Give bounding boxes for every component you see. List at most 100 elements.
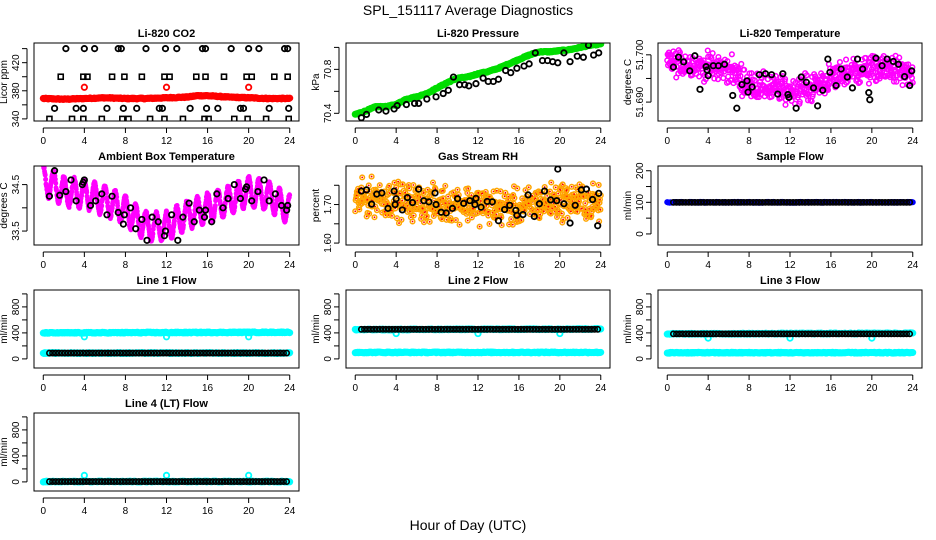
- data-point-core: [441, 189, 444, 192]
- data-point-core: [396, 217, 398, 220]
- data-point: [119, 104, 127, 112]
- data-point: [582, 185, 591, 193]
- data-point: [166, 219, 172, 225]
- data-point: [741, 66, 748, 73]
- data-point: [161, 73, 168, 81]
- data-point-core: [358, 208, 361, 211]
- y-tick-label: 33.5: [11, 221, 22, 241]
- data-point: [429, 179, 437, 186]
- data-point: [673, 198, 680, 206]
- data-point-core: [536, 208, 539, 211]
- data-point: [820, 198, 828, 206]
- data-point: [284, 201, 292, 210]
- data-point: [894, 198, 901, 206]
- data-point: [143, 236, 151, 244]
- y-tick-label: 51.700: [635, 39, 646, 70]
- data-point: [248, 73, 256, 81]
- data-point: [688, 198, 696, 206]
- data-point: [502, 189, 509, 196]
- data-point-core: [470, 194, 473, 196]
- data-point-core: [467, 187, 470, 190]
- data-point-core: [516, 187, 519, 190]
- data-point: [471, 200, 479, 209]
- data-point: [201, 115, 208, 121]
- data-point: [700, 57, 707, 64]
- plot-frame: [33, 42, 300, 122]
- data-point: [62, 187, 70, 196]
- data-point: [588, 195, 597, 204]
- data-point: [190, 218, 198, 226]
- y-tick-label: 70.4: [323, 103, 334, 123]
- data-point: [853, 63, 860, 70]
- plot-frame: [657, 42, 923, 122]
- data-point: [79, 193, 85, 199]
- data-point-core: [472, 207, 475, 210]
- data-point-core: [478, 225, 481, 228]
- data-point: [856, 79, 864, 86]
- x-tick-label: 8: [434, 136, 440, 147]
- data-point: [442, 209, 450, 217]
- plot-area: [664, 198, 916, 206]
- data-point: [62, 45, 70, 53]
- data-point: [398, 206, 406, 214]
- data-point: [80, 45, 88, 53]
- data-point: [779, 70, 787, 78]
- x-axis: 0 4 8 12 16 20 24: [352, 251, 607, 271]
- data-point: [507, 69, 515, 77]
- data-point: [105, 199, 110, 205]
- series-rh-hourly: [357, 166, 603, 230]
- data-point: [795, 92, 802, 99]
- data-point: [403, 194, 412, 202]
- x-tick-label: 12: [161, 136, 173, 147]
- x-tick-label: 16: [825, 136, 837, 147]
- data-point: [734, 198, 742, 206]
- x-tick-label: 16: [513, 260, 525, 271]
- data-point-core: [578, 200, 580, 203]
- plot-frame: [33, 165, 300, 246]
- panel-title: Li-820 Pressure: [437, 28, 519, 40]
- x-tick-label: 0: [352, 136, 358, 147]
- data-point: [476, 223, 483, 230]
- data-point: [179, 115, 187, 121]
- y-axis-label: Licor ppm: [0, 60, 10, 104]
- data-point: [220, 73, 228, 81]
- data-point: [72, 104, 80, 112]
- data-point: [43, 176, 49, 182]
- data-point: [896, 54, 903, 61]
- data-point: [415, 185, 423, 193]
- data-point: [161, 45, 170, 53]
- data-point-core: [397, 180, 400, 183]
- data-point: [284, 45, 292, 53]
- data-point: [540, 187, 549, 195]
- data-point: [410, 99, 419, 108]
- data-point-core: [539, 213, 542, 216]
- data-point: [872, 198, 880, 206]
- data-point: [389, 212, 396, 219]
- data-point: [691, 52, 699, 60]
- data-point: [748, 83, 756, 91]
- data-point: [903, 198, 911, 206]
- x-tick-label: 8: [746, 260, 752, 271]
- data-point: [465, 185, 472, 192]
- data-point: [86, 201, 95, 210]
- data-point-core: [388, 184, 391, 187]
- data-point: [829, 198, 837, 206]
- data-point: [477, 203, 485, 211]
- x-tick-label: 0: [40, 136, 46, 147]
- data-point: [837, 65, 845, 73]
- data-point: [506, 201, 514, 209]
- data-point-core: [565, 189, 568, 191]
- data-point: [803, 72, 810, 79]
- data-point-core: [599, 198, 601, 201]
- data-point: [804, 90, 811, 97]
- data-point: [368, 173, 375, 180]
- data-point: [456, 221, 463, 228]
- data-point-core: [495, 213, 498, 216]
- plot-frame: [657, 165, 923, 246]
- data-point-core: [511, 223, 514, 226]
- data-point: [524, 191, 532, 199]
- data-point: [737, 198, 745, 206]
- data-point-core: [444, 184, 447, 187]
